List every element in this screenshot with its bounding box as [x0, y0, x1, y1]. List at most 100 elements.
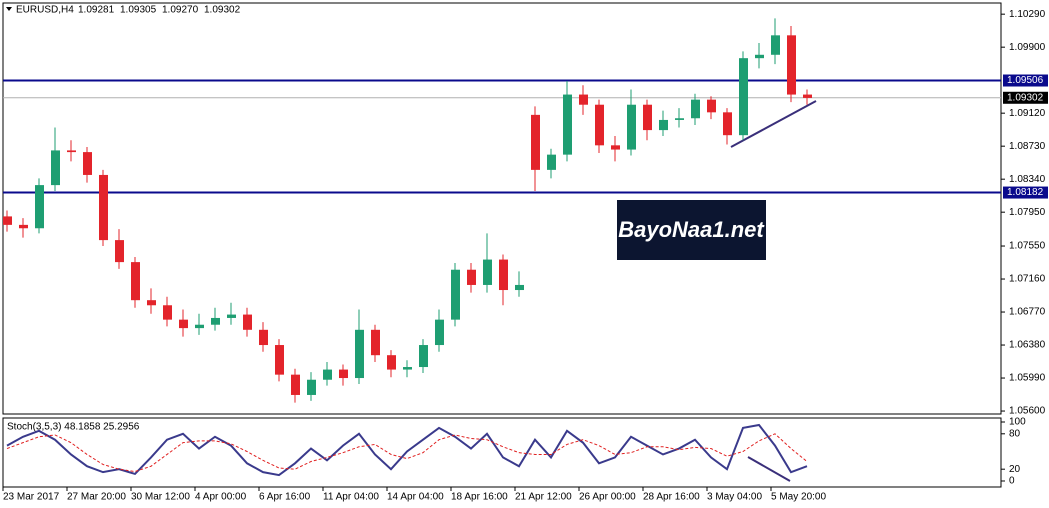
candle-body — [611, 145, 620, 150]
x-tick-label: 30 Mar 12:00 — [131, 492, 190, 503]
candle-body — [83, 152, 92, 175]
candle-body — [435, 319, 444, 346]
level-label-box — [1003, 74, 1048, 87]
quote-low: 1.09270 — [162, 5, 199, 16]
x-tick-label: 28 Apr 16:00 — [643, 492, 700, 503]
candle-body — [739, 58, 748, 136]
current-price-label: 1.09302 — [1007, 92, 1044, 103]
candle-body — [147, 300, 156, 306]
watermark: BayoNaa1.net — [618, 217, 765, 242]
main-panel — [2, 2, 1002, 415]
level-label: 1.08182 — [1007, 187, 1044, 198]
candle-body — [595, 104, 604, 146]
y-tick-label: 1.09120 — [1009, 108, 1046, 119]
candle-body — [675, 118, 684, 120]
candle-body — [787, 35, 796, 95]
y-tick-label: 0 — [1009, 476, 1015, 487]
x-tick-label: 5 May 20:00 — [771, 492, 826, 503]
x-tick-label: 18 Apr 16:00 — [451, 492, 508, 503]
menu-arrow — [6, 7, 12, 11]
x-tick-label: 14 Apr 04:00 — [387, 492, 444, 503]
stoch-line — [6, 423, 808, 477]
level-label-box — [1003, 186, 1048, 199]
candle-body — [531, 114, 540, 170]
y-tick-label: 20 — [1009, 464, 1021, 475]
candle-body — [691, 99, 700, 119]
candle-body — [99, 174, 108, 241]
y-tick-label: 1.06770 — [1009, 307, 1046, 318]
quote-open: 1.09281 — [78, 5, 115, 16]
quote-high: 1.09305 — [120, 5, 157, 16]
y-tick-label: 1.06380 — [1009, 340, 1046, 351]
candle-body — [211, 317, 220, 325]
candle-body — [803, 94, 812, 98]
x-tick-label: 21 Apr 12:00 — [515, 492, 572, 503]
y-tick-label: 1.10290 — [1009, 9, 1046, 20]
x-tick-label: 26 Apr 00:00 — [579, 492, 636, 503]
candle-body — [259, 329, 268, 346]
y-tick-label: 1.07550 — [1009, 241, 1046, 252]
candle-body — [659, 119, 668, 131]
candle-body — [387, 355, 396, 370]
x-tick-label: 23 Mar 2017 — [3, 492, 60, 503]
y-tick-label: 1.08340 — [1009, 174, 1046, 185]
x-tick-label: 4 Apr 00:00 — [195, 492, 247, 503]
stoch-panel — [2, 417, 1002, 488]
stoch-trend-line — [747, 456, 791, 482]
chart-title: EURUSD,H4 — [16, 5, 74, 16]
candle-body — [547, 154, 556, 170]
candle-body — [323, 369, 332, 380]
candle-body — [563, 94, 572, 155]
candle-body — [467, 269, 476, 285]
y-tick-label: 1.08730 — [1009, 141, 1046, 152]
candle-body — [515, 284, 524, 291]
x-tick-label: 11 Apr 04:00 — [323, 492, 379, 503]
candle-body — [579, 94, 588, 105]
candle-body — [451, 269, 460, 320]
candle-body — [291, 374, 300, 395]
candle-body — [355, 329, 364, 379]
candle-body — [163, 305, 172, 320]
candle-body — [627, 104, 636, 150]
candle-body — [339, 369, 348, 379]
candle-body — [179, 319, 188, 329]
x-tick-label: 27 Mar 20:00 — [67, 492, 126, 503]
watermark-box — [617, 200, 766, 260]
candle-body — [371, 329, 380, 356]
candle-body — [755, 54, 764, 59]
candle-body — [771, 35, 780, 55]
y-tick-label: 1.07160 — [1009, 274, 1046, 285]
candle-body — [723, 112, 732, 136]
indicator-title: Stoch(3,5,3) 48.1858 25.2956 — [7, 422, 140, 433]
current-price-box — [1003, 91, 1048, 104]
candle-body — [307, 379, 316, 395]
trend-line — [730, 100, 817, 148]
x-tick-label: 3 May 04:00 — [707, 492, 762, 503]
candle-body — [499, 259, 508, 291]
candle-body — [275, 345, 284, 375]
stoch-line — [6, 433, 808, 473]
candle-body — [3, 216, 12, 225]
candle-body — [483, 259, 492, 285]
candle-body — [643, 104, 652, 131]
candle-body — [707, 99, 716, 113]
candle-body — [227, 314, 236, 318]
candle-body — [419, 345, 428, 368]
y-tick-label: 100 — [1009, 417, 1026, 428]
candle-body — [131, 262, 140, 301]
candle-body — [243, 314, 252, 330]
candle-body — [51, 150, 60, 186]
candle-body — [19, 224, 28, 229]
y-tick-label: 1.09900 — [1009, 42, 1046, 53]
x-tick-label: 6 Apr 16:00 — [259, 492, 311, 503]
y-tick-label: 1.05600 — [1009, 406, 1046, 417]
candle-body — [67, 150, 76, 153]
quote-close: 1.09302 — [204, 5, 241, 16]
candle-body — [115, 240, 124, 263]
candle-body — [195, 324, 204, 329]
y-tick-label: 80 — [1009, 428, 1021, 439]
y-tick-label: 1.05990 — [1009, 373, 1046, 384]
